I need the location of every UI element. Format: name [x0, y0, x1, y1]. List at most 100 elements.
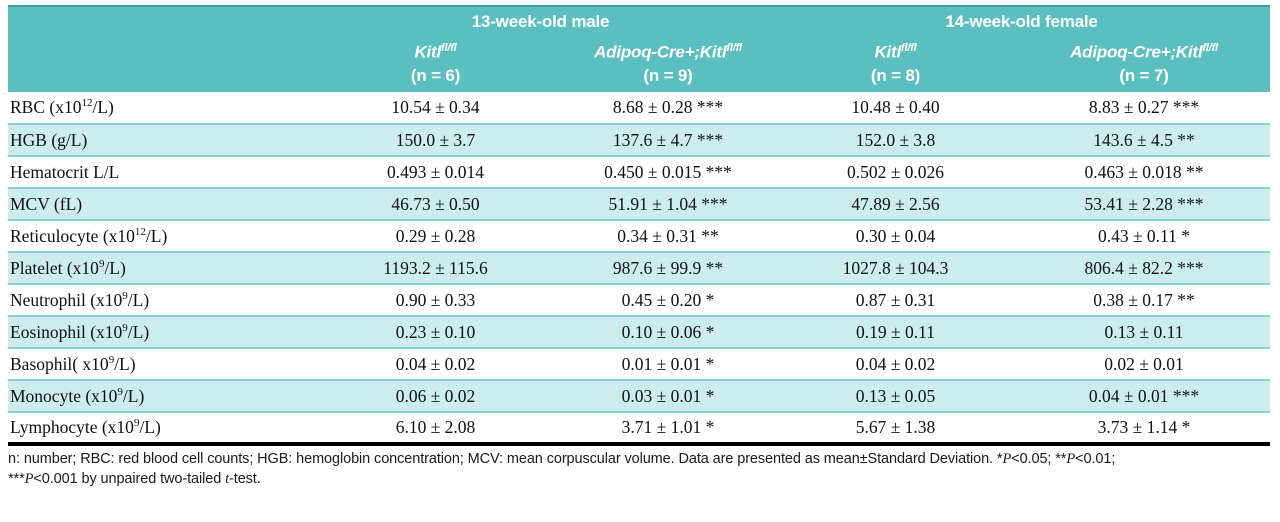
header-corner-cell: [8, 5, 308, 32]
row-label: Basophil( x109/L): [8, 348, 308, 380]
value-cell: 0.06 ± 0.02: [308, 379, 563, 413]
sample-size: (n = 9): [643, 66, 693, 86]
footnote-line-2: ***P<0.001 by unpaired two-tailed t-test…: [8, 471, 261, 487]
value-cell: 53.41 ± 2.28 ***: [1018, 187, 1270, 221]
genotype-superscript: fl/fl: [726, 41, 742, 54]
genotype-superscript: fl/fl: [901, 41, 917, 54]
value-cell: 6.10 ± 2.08: [308, 412, 563, 444]
value-cell: 0.04 ± 0.02: [308, 348, 563, 380]
value-cell: 10.54 ± 0.34: [308, 92, 563, 124]
column-header-male-control: Kitlfl/fl (n = 6): [308, 32, 563, 92]
value-cell: 0.45 ± 0.20 *: [563, 284, 773, 316]
sample-size: (n = 6): [410, 66, 461, 86]
value-cell: 0.90 ± 0.33: [308, 284, 563, 316]
row-label: Neutrophil (x109/L): [8, 284, 308, 316]
unit-superscript: 9: [108, 353, 115, 366]
value-cell: 0.38 ± 0.17 **: [1018, 284, 1270, 316]
value-cell: 987.6 ± 99.9 **: [563, 251, 773, 285]
column-header-female-control: Kitlfl/fl (n = 8): [773, 32, 1018, 92]
value-cell: 150.0 ± 3.7: [308, 123, 563, 157]
table-row-rbc: RBC (x1012/L) 10.54 ± 0.34 8.68 ± 0.28 *…: [8, 92, 1270, 124]
value-cell: 0.04 ± 0.01 ***: [1018, 379, 1270, 413]
unit-superscript: 9: [98, 257, 105, 270]
unit-superscript: 9: [133, 417, 140, 430]
value-cell: 0.02 ± 0.01: [1018, 348, 1270, 380]
table-row-basophil: Basophil( x109/L) 0.04 ± 0.02 0.01 ± 0.0…: [8, 348, 1270, 380]
value-cell: 0.450 ± 0.015 ***: [563, 156, 773, 188]
unit-superscript: 12: [134, 225, 146, 238]
value-cell: 137.6 ± 4.7 ***: [563, 123, 773, 157]
table-row-eosinophil: Eosinophil (x109/L) 0.23 ± 0.10 0.10 ± 0…: [8, 315, 1270, 349]
value-cell: 0.493 ± 0.014: [308, 156, 563, 188]
row-label: Lymphocyte (x109/L): [8, 412, 308, 444]
value-cell: 8.68 ± 0.28 ***: [563, 92, 773, 124]
row-label: Monocyte (x109/L): [8, 379, 308, 413]
header-corner-cell-2: [8, 32, 308, 92]
value-cell: 10.48 ± 0.40: [773, 92, 1018, 124]
value-cell: 0.10 ± 0.06 *: [563, 315, 773, 349]
column-header-male-knockout: Adipoq-Cre+;Kitlfl/fl (n = 9): [563, 32, 773, 92]
value-cell: 0.29 ± 0.28: [308, 220, 563, 252]
table-row-platelet: Platelet (x109/L) 1193.2 ± 115.6 987.6 ±…: [8, 251, 1270, 285]
value-cell: 0.43 ± 0.11 *: [1018, 220, 1270, 252]
table-row-neutrophil: Neutrophil (x109/L) 0.90 ± 0.33 0.45 ± 0…: [8, 284, 1270, 316]
value-cell: 0.01 ± 0.01 *: [563, 348, 773, 380]
genotype-label: Kitlfl/fl: [414, 41, 457, 62]
value-cell: 0.13 ± 0.11: [1018, 315, 1270, 349]
table-header: 13-week-old male 14-week-old female Kitl…: [8, 5, 1270, 92]
value-cell: 0.30 ± 0.04: [773, 220, 1018, 252]
value-cell: 0.34 ± 0.31 **: [563, 220, 773, 252]
table-row-hgb: HGB (g/L) 150.0 ± 3.7 137.6 ± 4.7 *** 15…: [8, 123, 1270, 157]
column-header-female-knockout: Adipoq-Cre+;Kitlfl/fl (n = 7): [1018, 32, 1270, 92]
row-label: Reticulocyte (x1012/L): [8, 220, 308, 252]
value-cell: 0.87 ± 0.31: [773, 284, 1018, 316]
value-cell: 47.89 ± 2.56: [773, 187, 1018, 221]
hematology-figure: 13-week-old male 14-week-old female Kitl…: [8, 5, 1270, 489]
value-cell: 0.03 ± 0.01 *: [563, 379, 773, 413]
group-header-male: 13-week-old male: [308, 5, 773, 32]
value-cell: 1027.8 ± 104.3: [773, 251, 1018, 285]
group-header-row: 13-week-old male 14-week-old female: [8, 5, 1270, 32]
sample-size: (n = 8): [870, 66, 921, 86]
column-header-row: Kitlfl/fl (n = 6) Adipoq-Cre+;Kitlfl/fl …: [8, 32, 1270, 92]
value-cell: 806.4 ± 82.2 ***: [1018, 251, 1270, 285]
value-cell: 0.19 ± 0.11: [773, 315, 1018, 349]
unit-superscript: 9: [122, 321, 128, 334]
row-label: HGB (g/L): [8, 123, 308, 157]
footnote-line-1: n: number; RBC: red blood cell counts; H…: [8, 451, 1116, 467]
table-row-mcv: MCV (fL) 46.73 ± 0.50 51.91 ± 1.04 *** 4…: [8, 187, 1270, 221]
table-row-lymphocyte: Lymphocyte (x109/L) 6.10 ± 2.08 3.71 ± 1…: [8, 412, 1270, 444]
row-label: MCV (fL): [8, 187, 308, 221]
value-cell: 0.463 ± 0.018 **: [1018, 156, 1270, 188]
value-cell: 3.73 ± 1.14 *: [1018, 412, 1270, 444]
value-cell: 3.71 ± 1.01 *: [563, 412, 773, 444]
value-cell: 0.502 ± 0.026: [773, 156, 1018, 188]
value-cell: 8.83 ± 0.27 ***: [1018, 92, 1270, 124]
row-label: Eosinophil (x109/L): [8, 315, 308, 349]
value-cell: 1193.2 ± 115.6: [308, 251, 563, 285]
unit-superscript: 9: [122, 289, 128, 302]
row-label: Hematocrit L/L: [8, 156, 308, 188]
sample-size: (n = 7): [1119, 66, 1169, 86]
table-row-reticulocyte: Reticulocyte (x1012/L) 0.29 ± 0.28 0.34 …: [8, 220, 1270, 252]
value-cell: 143.6 ± 4.5 **: [1018, 123, 1270, 157]
footnote: n: number; RBC: red blood cell counts; H…: [8, 449, 1270, 489]
row-label: Platelet (x109/L): [8, 251, 308, 285]
value-cell: 0.23 ± 0.10: [308, 315, 563, 349]
table-row-monocyte: Monocyte (x109/L) 0.06 ± 0.02 0.03 ± 0.0…: [8, 379, 1270, 413]
genotype-label: Kitlfl/fl: [874, 41, 917, 62]
value-cell: 0.13 ± 0.05: [773, 379, 1018, 413]
unit-superscript: 9: [117, 385, 123, 398]
value-cell: 5.67 ± 1.38: [773, 412, 1018, 444]
row-label: RBC (x1012/L): [8, 92, 308, 124]
group-header-female: 14-week-old female: [773, 5, 1270, 32]
genotype-label: Adipoq-Cre+;Kitlfl/fl: [594, 41, 742, 62]
value-cell: 46.73 ± 0.50: [308, 187, 563, 221]
unit-superscript: 12: [81, 97, 93, 110]
value-cell: 51.91 ± 1.04 ***: [563, 187, 773, 221]
genotype-label: Adipoq-Cre+;Kitlfl/fl: [1070, 41, 1218, 62]
table-row-hematocrit: Hematocrit L/L 0.493 ± 0.014 0.450 ± 0.0…: [8, 156, 1270, 188]
genotype-superscript: fl/fl: [441, 41, 457, 54]
table-body: RBC (x1012/L) 10.54 ± 0.34 8.68 ± 0.28 *…: [8, 92, 1270, 444]
value-cell: 0.04 ± 0.02: [773, 348, 1018, 380]
